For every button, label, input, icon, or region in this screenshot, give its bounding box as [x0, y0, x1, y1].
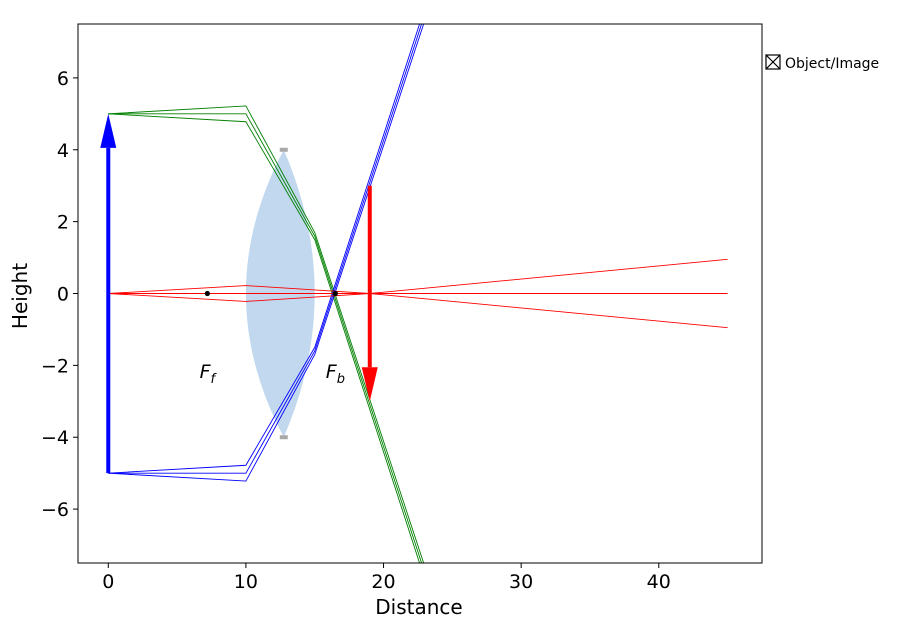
object-arrow-head: [100, 113, 117, 148]
ray-line: [108, 258, 728, 302]
x-tick-label: 30: [509, 571, 533, 593]
legend-marker-cross: [765, 54, 781, 70]
legend[interactable]: Object/Image: [765, 54, 879, 72]
focal-point-label: Ff: [200, 361, 218, 387]
y-axis-label: Height: [8, 263, 32, 329]
y-tick-label: 4: [57, 140, 69, 162]
x-tick-label: 40: [647, 571, 671, 593]
lens-aperture-top: [279, 147, 288, 152]
ray-line: [108, 113, 420, 563]
focal-point-label: Fb: [326, 361, 345, 387]
y-tick-label: 0: [57, 284, 69, 306]
focal-point-marker: [204, 290, 210, 297]
lens-aperture-bottom: [279, 435, 288, 440]
legend-label: Object/Image: [785, 56, 879, 72]
ray-line: [108, 285, 728, 329]
y-tick-label: −4: [41, 427, 69, 449]
image-arrow-head: [361, 367, 378, 402]
y-tick-label: 2: [57, 212, 69, 234]
y-tick-label: 6: [57, 68, 69, 90]
y-tick-label: −6: [41, 499, 69, 521]
y-tick-label: −2: [41, 355, 69, 377]
x-axis-label: Distance: [375, 595, 462, 619]
x-tick-label: 20: [371, 571, 395, 593]
ray-line: [108, 113, 423, 563]
x-tick-label: 10: [234, 571, 258, 593]
ray-line: [108, 24, 420, 474]
x-tick-label: 0: [102, 571, 114, 593]
focal-point-marker: [332, 290, 338, 297]
